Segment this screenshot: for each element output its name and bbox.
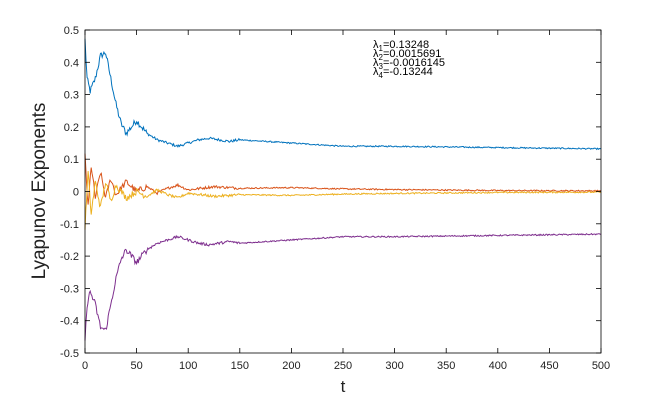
x-tick-label: 500 bbox=[592, 360, 610, 372]
x-tick-label: 300 bbox=[385, 360, 403, 372]
x-tick-label: 50 bbox=[130, 360, 142, 372]
y-tick-label: -0.4 bbox=[60, 316, 79, 328]
x-tick-label: 250 bbox=[334, 360, 352, 372]
y-tick-label: -0.1 bbox=[60, 219, 79, 231]
y-tick-label: 0 bbox=[73, 187, 79, 199]
y-tick-label: -0.5 bbox=[60, 348, 79, 360]
x-tick-label: 150 bbox=[231, 360, 249, 372]
series-line-2 bbox=[84, 153, 602, 205]
series-layer bbox=[84, 38, 602, 341]
x-tick-label: 200 bbox=[282, 360, 300, 372]
legend-entry-2: λ2=0.0015691 bbox=[373, 48, 441, 62]
x-tick-label: 450 bbox=[540, 360, 558, 372]
y-tick-label: -0.2 bbox=[60, 251, 79, 263]
y-tick-label: -0.3 bbox=[60, 283, 79, 295]
y-axis-label: Lyapunov Exponents bbox=[29, 103, 50, 280]
series-line-4 bbox=[84, 232, 602, 341]
x-axis-label: t bbox=[341, 377, 346, 396]
legend: λ1=0.13248λ2=0.0015691λ3=-0.0016145λ4=-0… bbox=[373, 39, 445, 80]
series-line-3 bbox=[84, 171, 602, 230]
x-tick-label: 100 bbox=[179, 360, 197, 372]
x-tick-label: 400 bbox=[489, 360, 507, 372]
legend-entry-3: λ3=-0.0016145 bbox=[373, 57, 445, 71]
y-tick-label: 0.4 bbox=[64, 57, 79, 69]
y-tick-label: 0.3 bbox=[64, 90, 79, 102]
legend-entry-4: λ4=-0.13244 bbox=[373, 66, 433, 80]
series-line-1 bbox=[84, 38, 602, 151]
ticks-layer: 0 50 100 150 200 250 300 350 400 450 500 0.5 0.4 0.3 0… bbox=[60, 25, 610, 372]
y-tick-label: 0.2 bbox=[64, 122, 79, 134]
x-tick-label: 0 bbox=[82, 360, 88, 372]
x-tick-label: 350 bbox=[437, 360, 455, 372]
y-tick-label: 0.1 bbox=[64, 154, 79, 166]
y-tick-label: 0.5 bbox=[64, 25, 79, 37]
legend-entry-1: λ1=0.13248 bbox=[373, 39, 429, 53]
